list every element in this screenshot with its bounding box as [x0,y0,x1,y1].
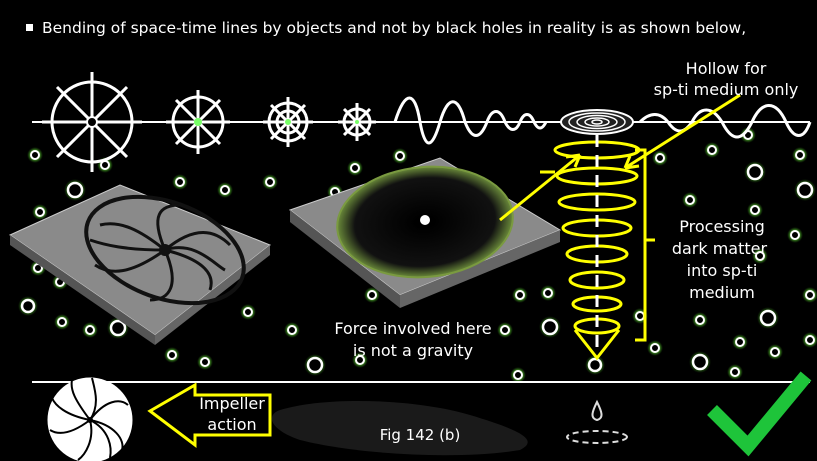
dot [350,163,360,173]
text-line: dark matter [672,239,768,258]
dot [35,207,45,217]
reflection [271,400,528,456]
dot [57,317,67,327]
dot [746,163,764,181]
processing-label: Processing dark matter into sp-ti medium [672,217,772,302]
text-line: into sp-ti [687,261,758,280]
dot [695,315,705,325]
plate-middle [288,157,562,308]
text-line: sp-ti medium only [654,80,799,99]
dot [367,290,377,300]
wave-right [638,104,812,139]
bullet-mark [26,24,33,31]
dot [759,309,777,327]
dot [650,343,660,353]
impeller-arrow [147,382,272,449]
dot [220,185,230,195]
dot [200,357,210,367]
dot [796,181,814,199]
dot [770,347,780,357]
dot [735,337,745,347]
dot [587,357,603,373]
wave-left [393,96,548,145]
text-line: Hollow for [686,59,767,78]
dot [306,356,324,374]
dot [543,288,553,298]
dot [655,153,665,163]
impeller-label: Impeller action [199,394,265,434]
dot [691,353,709,371]
dot [355,355,365,365]
dot [500,325,510,335]
dot [541,318,559,336]
dot [287,325,297,335]
dark-matter-dots [18,127,817,383]
dot [66,181,84,199]
dot [750,205,760,215]
dot [730,367,740,377]
drop [566,399,628,444]
circle-centers [86,116,359,128]
impeller [47,377,133,461]
dot [109,319,127,337]
dot [85,325,95,335]
dot [790,230,800,240]
dot [685,195,695,205]
force-label: Force involved here is not a gravity [334,319,491,360]
bullet-text: Bending of space-time lines by objects a… [42,19,746,37]
dot [635,311,645,321]
text-line: Force involved here [334,319,491,338]
dot [175,177,185,187]
dot [30,150,40,160]
text-line: Impeller [199,394,265,413]
dot [707,145,717,155]
dot [755,251,765,261]
check-mark [707,371,812,457]
dot [167,350,177,360]
pointer-arrows [499,93,741,342]
text-line: is not a gravity [353,341,473,360]
dot [805,290,815,300]
dot [515,290,525,300]
text-line: action [207,415,256,434]
text-line: medium [689,283,755,302]
dot [395,151,405,161]
dot [243,307,253,317]
text-line: Processing [679,217,764,236]
dot [795,150,805,160]
dot [513,370,523,380]
spiral-disc [560,109,634,135]
dot [265,177,275,187]
figure-label: Fig 142 (b) [380,426,461,444]
hollow-label: Hollow for sp-ti medium only [654,59,799,99]
dot [20,298,36,314]
dot [805,335,815,345]
plate-left [8,184,271,345]
